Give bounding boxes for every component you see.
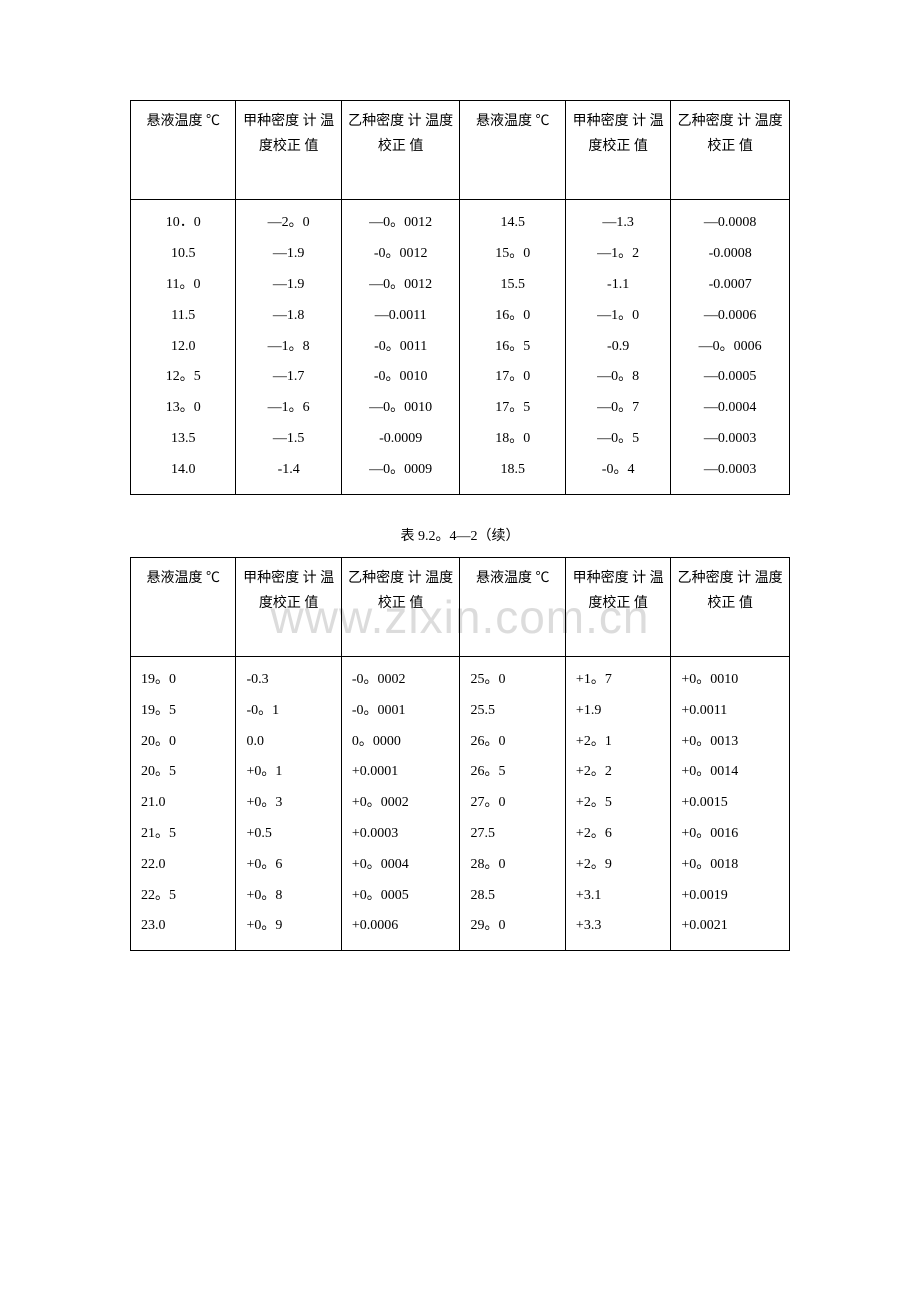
header-jia-2: 甲种密度 计 温度校正 值	[565, 101, 670, 200]
table-2-header-row: 悬液温度 ℃ 甲种密度 计 温度校正 值 乙种密度 计 温度校正 值 悬液温度 …	[131, 557, 790, 656]
table-1-col-1: 10．0 10.5 11。0 11.5 12.0 12。5 13。0 13.5 …	[131, 200, 236, 494]
header-temp-4: 悬液温度 ℃	[460, 557, 565, 656]
table-1-col-5: —1.3 —1。2 -1.1 —1。0 -0.9 —0。8 —0。7 —0。5 …	[565, 200, 670, 494]
table-2-col-6: +0。0010 +0.0011 +0。0013 +0。0014 +0.0015 …	[671, 656, 790, 950]
header-jia-3: 甲种密度 计 温度校正 值	[236, 557, 341, 656]
table-1-col-6: —0.0008 -0.0008 -0.0007 —0.0006 —0。0006 …	[671, 200, 790, 494]
page-content: 悬液温度 ℃ 甲种密度 计 温度校正 值 乙种密度 计 温度校正 值 悬液温度 …	[130, 100, 790, 951]
table-2: 悬液温度 ℃ 甲种密度 计 温度校正 值 乙种密度 计 温度校正 值 悬液温度 …	[130, 557, 790, 952]
table-2-col-4: 25。0 25.5 26。0 26。5 27。0 27.5 28。0 28.5 …	[460, 656, 565, 950]
table-2-col-1: 19。0 19。5 20。0 20。5 21.0 21。5 22.0 22。5 …	[131, 656, 236, 950]
header-jia-4: 甲种密度 计 温度校正 值	[565, 557, 670, 656]
table-1-data-row: 10．0 10.5 11。0 11.5 12.0 12。5 13。0 13.5 …	[131, 200, 790, 494]
table-1-header-row: 悬液温度 ℃ 甲种密度 计 温度校正 值 乙种密度 计 温度校正 值 悬液温度 …	[131, 101, 790, 200]
header-yi-2: 乙种密度 计 温度校正 值	[671, 101, 790, 200]
table-1: 悬液温度 ℃ 甲种密度 计 温度校正 值 乙种密度 计 温度校正 值 悬液温度 …	[130, 100, 790, 495]
table-2-col-2: -0.3 -0。1 0.0 +0。1 +0。3 +0.5 +0。6 +0。8 +…	[236, 656, 341, 950]
header-jia-1: 甲种密度 计 温度校正 值	[236, 101, 341, 200]
header-temp-1: 悬液温度 ℃	[131, 101, 236, 200]
header-yi-4: 乙种密度 计 温度校正 值	[671, 557, 790, 656]
header-temp-3: 悬液温度 ℃	[131, 557, 236, 656]
table-2-data-row: 19。0 19。5 20。0 20。5 21.0 21。5 22.0 22。5 …	[131, 656, 790, 950]
table-1-col-2: —2。0 —1.9 —1.9 —1.8 —1。8 —1.7 —1。6 —1.5 …	[236, 200, 341, 494]
table-caption: 表 9.2。4—2（续）	[130, 525, 790, 545]
header-yi-1: 乙种密度 计 温度校正 值	[341, 101, 460, 200]
header-yi-3: 乙种密度 计 温度校正 值	[341, 557, 460, 656]
table-1-col-3: —0。0012 -0。0012 —0。0012 —0.0011 -0。0011 …	[341, 200, 460, 494]
table-2-col-3: -0。0002 -0。0001 0。0000 +0.0001 +0。0002 +…	[341, 656, 460, 950]
header-temp-2: 悬液温度 ℃	[460, 101, 565, 200]
table-1-col-4: 14.5 15。0 15.5 16。0 16。5 17。0 17。5 18。0 …	[460, 200, 565, 494]
table-2-col-5: +1。7 +1.9 +2。1 +2。2 +2。5 +2。6 +2。9 +3.1 …	[565, 656, 670, 950]
